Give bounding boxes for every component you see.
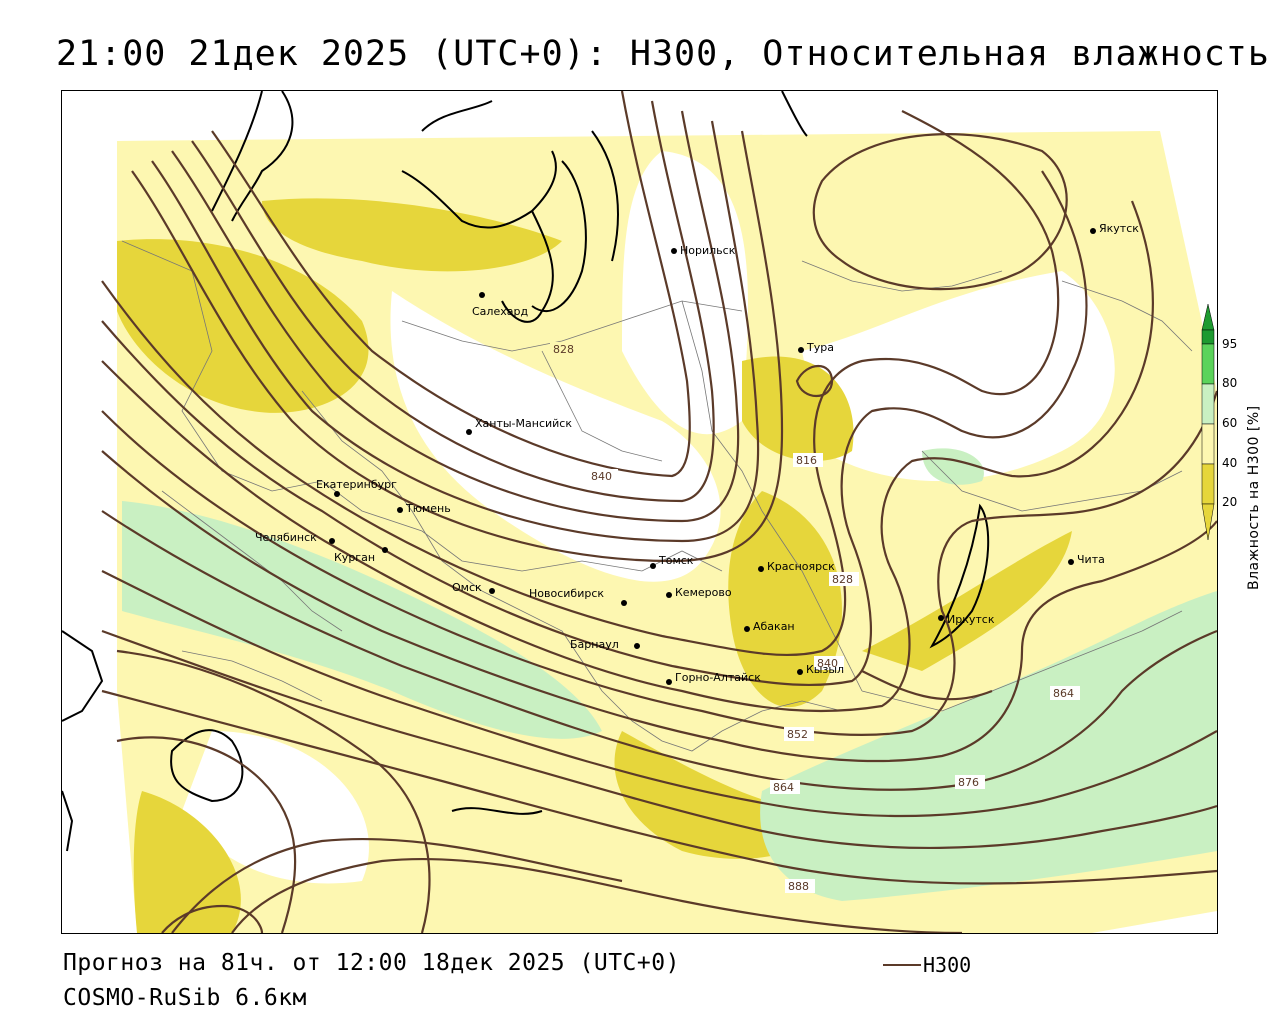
city-label: Томск [658,554,694,567]
colorbar-tick: 40 [1222,456,1238,470]
city-label: Новосибирск [529,587,604,600]
contour-label: 828 [832,573,853,586]
city-label: Барнаул [570,638,619,651]
city-label: Кызыл [806,663,844,676]
forecast-info: Прогноз на 81ч. от 12:00 18дек 2025 (UTC… [63,950,680,976]
contour-label: 840 [591,470,612,483]
city-label: Омск [452,581,482,594]
forecast-map: 828 840 816 828 840 852 864 864 876 888 … [62,91,1217,933]
colorbar-tick: 20 [1222,495,1238,509]
city-label: Тура [806,341,834,354]
city-label: Челябинск [255,531,317,544]
contour-label: 876 [958,776,979,789]
contour-label: 828 [553,343,574,356]
city-label: Горно-Алтайск [675,671,761,684]
h300-legend-line [883,964,921,966]
map-title: 21:00 21дек 2025 (UTC+0): H300, Относите… [56,34,1270,74]
city-label: Екатеринбург [316,478,397,491]
city-label: Салехард [472,305,528,318]
colorbar-tick: 80 [1222,376,1238,390]
contour-label: 864 [773,781,794,794]
h300-legend-label: H300 [923,953,972,977]
city-label: Якутск [1099,222,1139,235]
humidity-area-high [122,501,602,739]
contour-label: 888 [788,880,809,893]
city-label: Красноярск [767,560,835,573]
colorbar-tick: 60 [1222,416,1238,430]
city-label: Абакан [753,620,795,633]
city-label: Ханты-Мансийск [475,417,572,430]
colorbar-tick: 95 [1222,337,1238,351]
model-name: COSMO-RuSib 6.6км [63,985,307,1011]
city-label: Иркутск [947,613,995,626]
contour-label: 852 [787,728,808,741]
city-label: Тюмень [405,502,451,515]
h300-contours [101,91,1217,933]
contour-label: 840 [817,657,838,670]
humidity-area-medium [117,239,369,413]
contour-label: 816 [796,454,817,467]
city-label: Кемерово [675,586,732,599]
city-label: Чита [1077,553,1105,566]
city-label: Курган [334,551,375,564]
humidity-colorbar [1201,303,1215,541]
city-label: Норильск [680,244,736,257]
colorbar-title: Влажность на H300 [%] [1246,405,1262,590]
contour-label: 864 [1053,687,1074,700]
